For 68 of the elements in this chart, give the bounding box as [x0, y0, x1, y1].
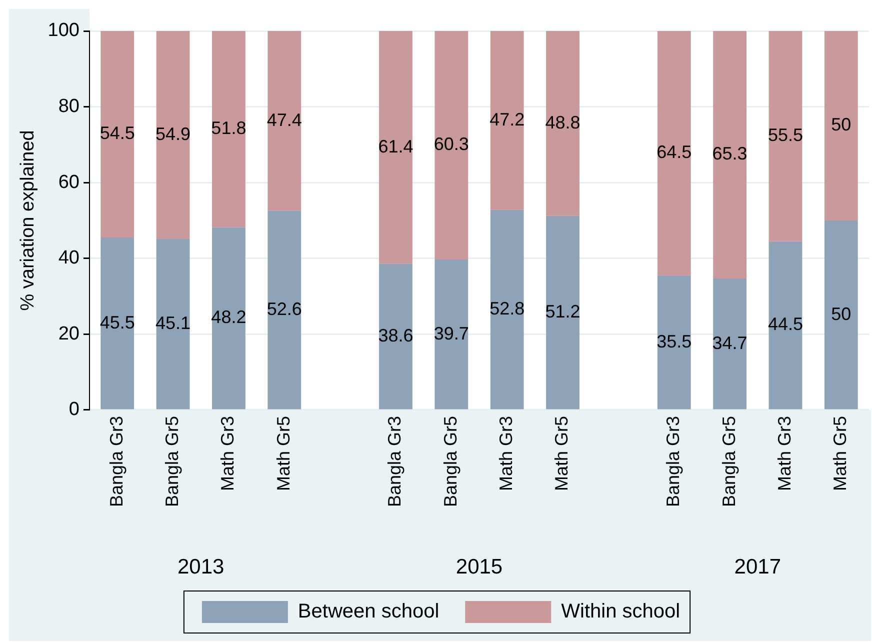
data-label: 39.7: [434, 323, 469, 344]
data-label: 38.6: [378, 325, 414, 346]
x-tick-label: Bangla Gr5: [440, 416, 460, 508]
y-tick-label: 0: [68, 399, 80, 420]
bar: [824, 31, 858, 220]
bar: [768, 31, 802, 242]
data-label: 60.3: [434, 134, 469, 154]
text: 2015: [456, 556, 503, 579]
data-label: 50: [831, 304, 852, 324]
bar: [156, 239, 190, 410]
bar: [434, 260, 468, 410]
bar: [212, 31, 246, 228]
text: 2017: [734, 556, 781, 579]
x-tick-label: Math Gr5: [273, 416, 294, 491]
bar: [268, 210, 302, 410]
data-label: 54.9: [155, 124, 191, 144]
bar: [379, 264, 412, 410]
x-tick-label: Math Gr5: [552, 416, 572, 491]
y-tick-label: 20: [58, 323, 80, 344]
y-tick-label: 40: [58, 248, 80, 269]
bar: [268, 31, 302, 211]
bar: [434, 31, 468, 260]
bar: [713, 278, 747, 410]
data-label: 65.3: [712, 144, 748, 164]
x-tick-label: Math Gr3: [218, 416, 238, 491]
bar: [100, 238, 134, 410]
x-tick-label: Bangla Gr3: [384, 416, 405, 508]
x-tick-label: Bangla Gr3: [663, 416, 684, 508]
x-tick-label: Bangla Gr5: [162, 416, 182, 508]
bar: [546, 31, 580, 216]
x-tick-label: Bangla Gr5: [718, 416, 739, 508]
bar: [546, 216, 580, 410]
data-label: 35.5: [656, 331, 692, 352]
bar: [379, 31, 412, 264]
data-label: 61.4: [378, 136, 414, 156]
y-axis-title: % variation explained: [18, 130, 39, 311]
data-label: 54.5: [100, 123, 135, 144]
data-label: 51.2: [545, 302, 580, 322]
y-tick-label: 80: [58, 96, 80, 118]
data-label: 48.8: [545, 112, 580, 132]
bar: [768, 241, 802, 410]
data-label: 55.5: [768, 125, 804, 146]
data-label: 47.4: [266, 110, 302, 130]
bar: [100, 31, 134, 238]
text: 2013: [178, 556, 224, 579]
y-tick-label: 100: [48, 20, 80, 42]
bar: [657, 31, 691, 276]
data-label: 51.8: [211, 118, 246, 138]
data-label: 52.8: [490, 298, 525, 318]
data-label: 52.6: [266, 298, 302, 319]
bar: [657, 275, 691, 410]
bar: [156, 31, 190, 240]
bar: [490, 31, 524, 210]
bar: [713, 31, 747, 278]
data-label: 64.5: [656, 142, 692, 162]
bar: [212, 227, 246, 410]
x-tick-label: Math Gr3: [774, 416, 794, 491]
bar: [490, 210, 524, 410]
x-tick-label: Math Gr5: [830, 416, 850, 491]
y-tick-label: 60: [58, 172, 80, 193]
x-tick-label: Math Gr3: [496, 416, 516, 491]
legend-label: Between school: [298, 600, 440, 623]
data-label: 47.2: [490, 109, 525, 130]
data-label: 34.7: [712, 332, 748, 353]
bar: [824, 220, 858, 410]
data-label: 50: [831, 114, 852, 135]
legend-label: Within school: [561, 600, 680, 623]
x-tick-label: Bangla Gr3: [106, 416, 126, 508]
